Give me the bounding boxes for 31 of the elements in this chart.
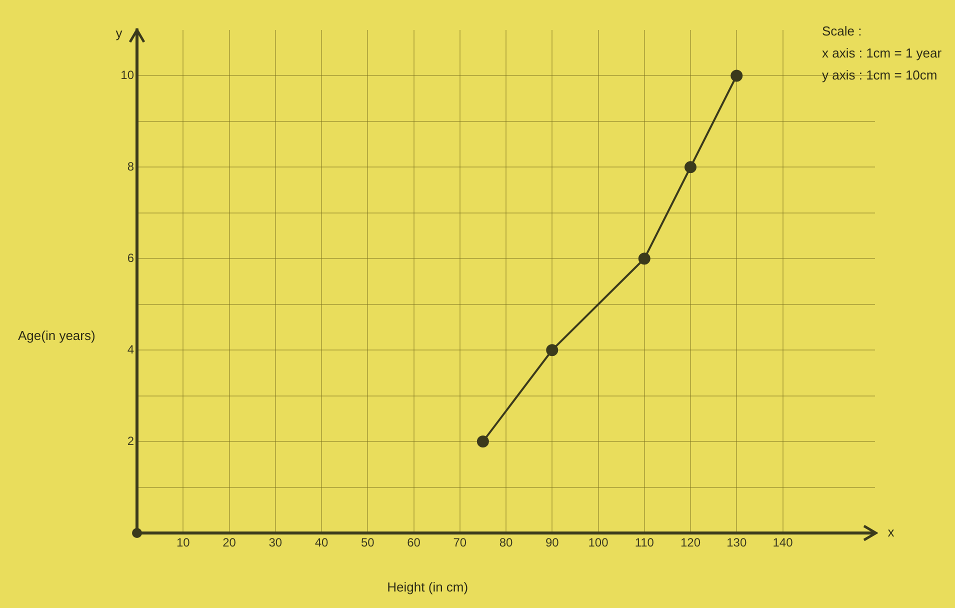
point	[684, 161, 696, 174]
y-tick-label: 6	[127, 250, 134, 265]
y-tick-label: 2	[127, 434, 134, 448]
x-axis-title: Height (in cm)	[387, 580, 468, 595]
x-tick-label: 110	[634, 536, 654, 550]
x-tick-label: 130	[726, 536, 747, 550]
x-tick-label: 140	[772, 536, 794, 550]
y-tick-label: 4	[127, 342, 134, 356]
x-tick-label: 60	[407, 536, 421, 550]
x-tick-label: 70	[453, 536, 467, 550]
x-tick-label: 120	[680, 536, 701, 550]
x-tick-label: 50	[360, 536, 375, 550]
text: x	[888, 524, 895, 540]
x-tick-label: 100	[588, 536, 609, 550]
y-axis-title: Age(in years)	[18, 328, 96, 343]
y-tick-label: 10	[120, 68, 134, 82]
x-tick-label: 30	[268, 536, 282, 550]
point	[730, 70, 743, 82]
annotation: x axis : 1cm = 1 year	[822, 46, 942, 61]
x-tick-label: 90	[545, 536, 560, 550]
point	[476, 436, 489, 448]
x-tick-label: 10	[176, 536, 190, 550]
point	[546, 344, 558, 356]
annotation: Scale :	[822, 24, 862, 39]
text: y	[116, 26, 123, 41]
x-tick-label: 20	[222, 536, 236, 550]
y-tick-label: 8	[127, 159, 134, 174]
annotation: y axis : 1cm = 10cm	[822, 68, 938, 83]
x-tick-label: 40	[314, 536, 328, 550]
x-tick-label: 80	[499, 536, 513, 550]
point	[638, 252, 650, 265]
